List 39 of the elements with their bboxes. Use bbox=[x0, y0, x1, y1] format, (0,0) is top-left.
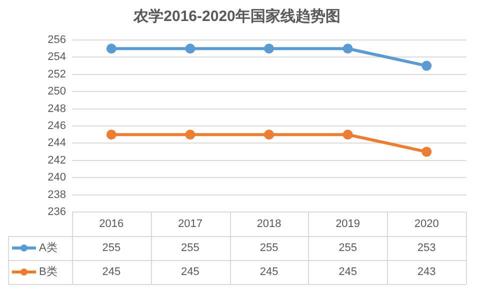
point bbox=[106, 44, 116, 54]
point bbox=[264, 130, 274, 140]
y-tick-label: 254 bbox=[48, 51, 66, 64]
y-tick-label: 256 bbox=[48, 34, 66, 46]
y-tick-label: 248 bbox=[48, 102, 66, 115]
chart-title: 农学2016-2020年国家线趋势图 bbox=[132, 7, 340, 26]
point bbox=[185, 44, 196, 54]
point bbox=[185, 130, 196, 140]
point bbox=[264, 44, 274, 54]
data-label: 255 bbox=[181, 242, 200, 254]
point bbox=[342, 44, 353, 54]
data-label: 255 bbox=[260, 242, 278, 254]
y-tick-label: 242 bbox=[48, 154, 66, 166]
legend-label: A类 bbox=[39, 241, 58, 254]
x-tick-label: 2020 bbox=[414, 218, 439, 230]
y-tick-label: 240 bbox=[48, 172, 66, 184]
data-label: 255 bbox=[338, 242, 357, 254]
data-label: 243 bbox=[417, 266, 436, 278]
x-tick-label: 2019 bbox=[336, 218, 360, 230]
data-label: 245 bbox=[102, 266, 121, 278]
data-label: 245 bbox=[260, 266, 278, 278]
y-tick-label: 236 bbox=[48, 206, 66, 218]
data-label: 245 bbox=[181, 266, 200, 278]
data-label: 245 bbox=[338, 266, 357, 278]
x-tick-label: 2018 bbox=[256, 218, 282, 230]
legend-label: B类 bbox=[39, 265, 58, 278]
point bbox=[422, 60, 432, 71]
y-tick-label: 252 bbox=[48, 68, 66, 80]
x-tick-label: 2016 bbox=[99, 218, 124, 230]
point bbox=[342, 130, 353, 140]
data-label: 253 bbox=[417, 242, 436, 254]
point bbox=[422, 146, 432, 157]
y-tick-label: 238 bbox=[48, 188, 66, 201]
point bbox=[106, 130, 116, 140]
y-tick-label: 246 bbox=[48, 120, 66, 132]
x-tick-label: 2017 bbox=[178, 218, 202, 230]
y-tick-label: 244 bbox=[48, 137, 66, 150]
data-label: 255 bbox=[102, 242, 121, 254]
y-tick-label: 250 bbox=[48, 86, 66, 98]
